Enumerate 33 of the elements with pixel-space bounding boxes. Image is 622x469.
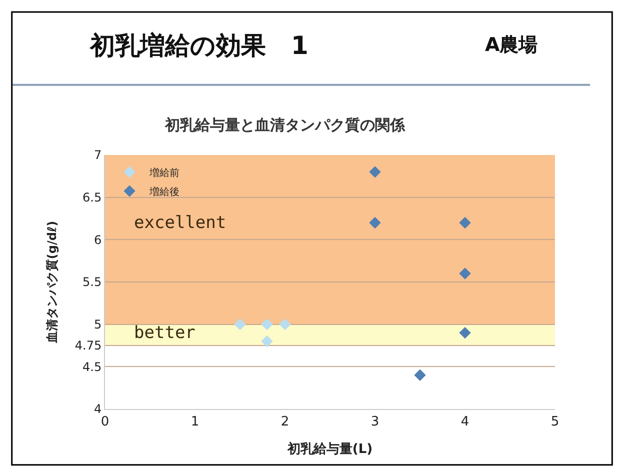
chart-subtitle: 初乳給与量と血清タンパク質の関係 <box>164 116 406 134</box>
x-tick-label: 4 <box>460 414 470 430</box>
text: A農場 <box>485 34 538 56</box>
x-tick-label: 5 <box>550 414 560 430</box>
point <box>459 216 471 229</box>
chart-title: 初乳増給の効果 1 <box>89 31 308 60</box>
point <box>261 335 273 348</box>
x-axis-title: 初乳給与量(L) <box>286 441 373 458</box>
x-tick-label: 1 <box>190 414 200 430</box>
x-tick-label: 0 <box>100 414 110 430</box>
y-tick-label: 7 <box>94 148 102 162</box>
point <box>414 369 426 381</box>
y-tick-label: 4.5 <box>82 360 102 374</box>
y-tick-label: 4.75 <box>74 338 102 353</box>
y-axis-title: 血清タンパク質(g/dℓ) <box>45 220 60 344</box>
point <box>459 268 471 280</box>
y-tick-label: 6 <box>94 232 102 247</box>
band-label: better <box>134 323 196 343</box>
x-tick-label: 2 <box>280 414 290 430</box>
y-tick-label: 6.5 <box>82 190 102 205</box>
point <box>234 318 246 330</box>
point <box>369 166 381 178</box>
legend-label: 増給前 <box>148 166 180 179</box>
y-tick-label: 5 <box>94 318 102 332</box>
point <box>459 326 471 339</box>
point <box>369 216 381 229</box>
point <box>279 318 291 330</box>
x-tick-label: 3 <box>370 414 380 430</box>
y-tick-label: 4 <box>94 402 102 416</box>
y-tick-label: 5.5 <box>82 275 102 290</box>
legend-label: 増給後 <box>148 186 180 198</box>
point <box>261 318 273 330</box>
band-label: excellent <box>134 213 226 233</box>
